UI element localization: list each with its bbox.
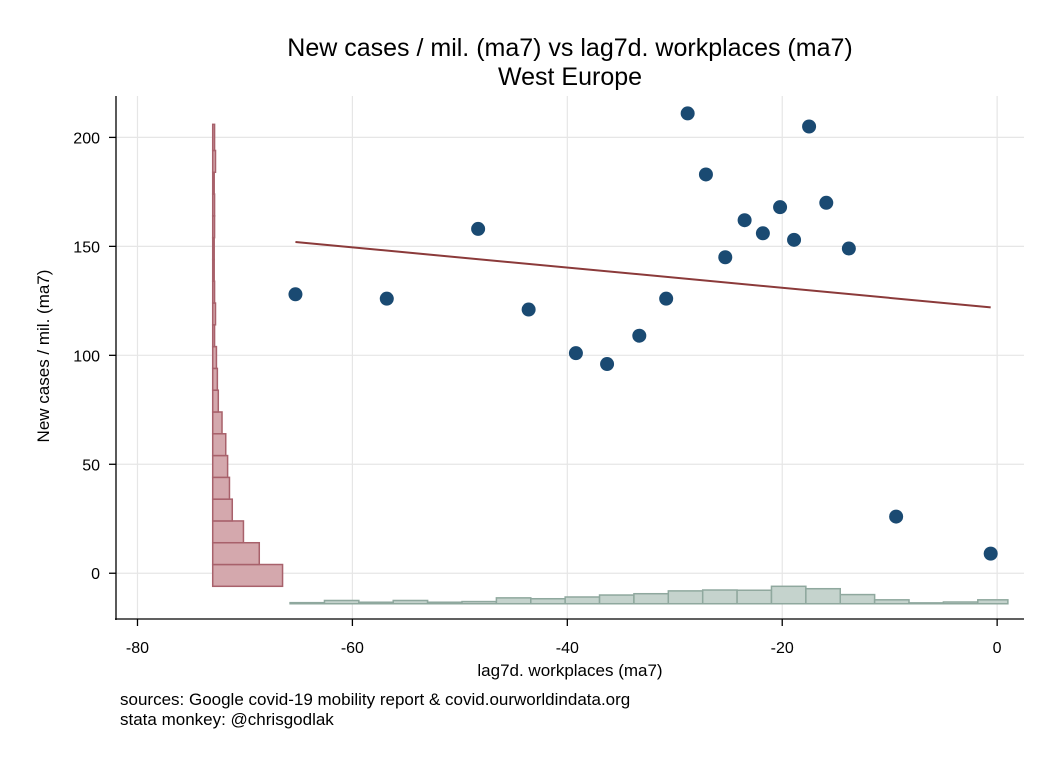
x-histogram-bar [564,596,601,605]
x-histogram-bar [805,587,842,605]
y-histogram-bar [211,171,215,195]
y-histogram-bar [211,563,284,588]
fit-line [295,241,991,309]
x-histogram-bar [736,589,773,605]
data-point [568,346,583,361]
x-histogram-bar [495,597,532,605]
data-point [680,106,695,121]
data-point [471,221,486,236]
y-histogram-bar [211,454,229,479]
scatter-points [288,106,998,561]
x-histogram-bar [977,599,1009,605]
y-histogram-bar [211,236,215,261]
y-histogram-bar [211,541,261,566]
data-point [632,328,647,343]
y-histogram-bar [211,215,216,239]
x-histogram-bar [461,600,498,605]
x-histogram-bar [839,593,876,605]
data-point [379,291,394,306]
x-histogram [289,585,1009,605]
x-histogram-bar [426,601,463,605]
data-point [659,291,674,306]
y-tick-label: 50 [82,457,100,474]
credit-note: stata monkey: @chrisgodlak [120,710,334,729]
y-histogram-bar [211,367,219,391]
y-histogram-bar [211,498,234,522]
data-point [755,226,770,241]
x-tick-label: -20 [771,640,794,657]
data-point [787,232,802,247]
y-histogram-bar [211,433,227,457]
fit-line-layer [295,241,991,309]
y-histogram-bar [211,324,216,348]
y-histogram-bar [211,476,231,500]
x-tick-label: 0 [993,640,1002,657]
x-histogram-bar [289,601,326,605]
data-point [718,250,733,265]
x-tick-label: -60 [341,640,364,657]
x-histogram-bar [358,601,394,605]
data-point [773,200,788,215]
data-point [819,195,834,210]
y-histogram [211,123,284,588]
x-histogram-bar [530,597,566,605]
y-tick-label: 0 [91,566,100,583]
chart-subtitle: West Europe [498,63,642,91]
data-point [802,119,817,134]
source-note: sources: Google covid-19 mobility report… [120,690,631,709]
data-point [737,213,752,228]
data-point [698,167,713,182]
data-point [521,302,536,317]
scatter-chart: New cases / mil. (ma7) vs lag7d. workpla… [34,34,1024,680]
data-point [288,287,303,302]
y-axis-label: New cases / mil. (ma7) [34,270,53,443]
y-histogram-bar [211,280,216,304]
x-histogram-bar [770,585,807,605]
y-histogram-bar [211,149,217,174]
y-histogram-bar [211,345,218,370]
x-histogram-bar [873,599,910,605]
x-tick-label: -80 [126,640,149,657]
data-point [600,357,615,372]
data-point [983,546,998,561]
x-histogram-bar [633,592,670,605]
x-histogram-bar [598,594,635,605]
chart-title: New cases / mil. (ma7) vs lag7d. workpla… [287,34,852,62]
y-tick-label: 200 [73,130,100,147]
y-histogram-bar [211,123,216,152]
y-histogram-bar [211,193,216,217]
data-point [889,509,904,524]
axes: -80 -60 -40 -20 0 0 50 100 150 200 [73,96,1024,657]
gridlines [116,96,1024,619]
y-tick-label: 150 [73,239,100,256]
x-histogram-bar [667,590,704,605]
x-histogram-bar [392,599,429,605]
x-histogram-bar [701,589,738,605]
x-histogram-bar [323,599,360,605]
x-axis-label: lag7d. workplaces (ma7) [477,661,662,680]
y-histogram-bar [211,302,217,326]
y-histogram-bar [211,520,245,544]
x-histogram-bar [942,601,979,605]
y-histogram-bar [211,258,215,282]
x-histogram-bar [908,602,945,605]
x-tick-label: -40 [556,640,579,657]
data-point [841,241,856,256]
y-histogram-bar [211,411,223,435]
y-tick-label: 100 [73,348,100,365]
y-histogram-bar [211,389,220,413]
